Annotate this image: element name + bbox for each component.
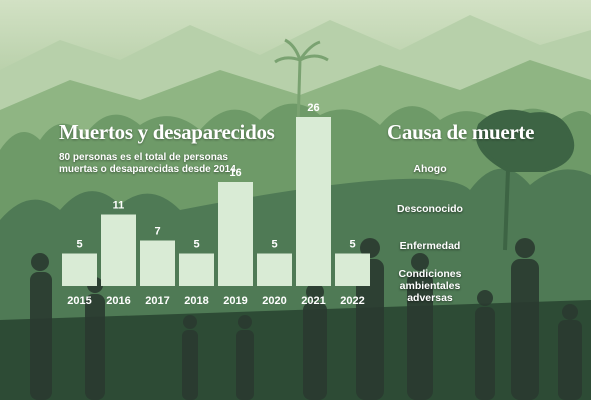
chart-title: Muertos y desaparecidos — [59, 120, 275, 144]
x-tick-2021: 2021 — [301, 295, 325, 307]
x-tick-2018: 2018 — [184, 295, 208, 307]
bar-2017 — [140, 240, 175, 286]
x-tick-2019: 2019 — [223, 295, 247, 307]
x-tick-2020: 2020 — [262, 295, 286, 307]
value-label-2021: 26 — [307, 102, 319, 114]
value-label-2022: 5 — [349, 239, 355, 251]
x-tick-2015: 2015 — [67, 295, 91, 307]
ground-band — [0, 300, 591, 400]
cause-condiciones-ambientales: Condiciones ambientales adversas — [398, 268, 462, 304]
bar-2019 — [218, 182, 253, 286]
x-tick-2017: 2017 — [145, 295, 169, 307]
value-label-2018: 5 — [193, 239, 199, 251]
causes-title: Causa de muerte — [387, 120, 535, 144]
cause-enfermedad: Enfermedad — [399, 240, 461, 252]
bar-2018 — [179, 253, 214, 286]
bar-2015 — [62, 253, 97, 286]
value-label-2016: 11 — [113, 200, 125, 212]
cause-ahogo: Ahogo — [413, 163, 447, 175]
cause-desconocido: Desconocido — [397, 203, 463, 215]
bar-2020 — [257, 253, 292, 286]
bar-2022 — [335, 253, 370, 286]
value-label-2019: 16 — [229, 167, 241, 179]
value-label-2015: 5 — [76, 239, 82, 251]
palm-tree — [274, 38, 329, 161]
value-label-2020: 5 — [271, 239, 277, 251]
bar-2021 — [296, 117, 331, 286]
x-tick-2022: 2022 — [340, 295, 364, 307]
right-tree — [475, 109, 575, 251]
bar-2016 — [101, 214, 136, 286]
people-silhouettes — [30, 238, 582, 400]
x-tick-2016: 2016 — [106, 295, 130, 307]
chart-subtitle: 80 personas es el total de personas muer… — [59, 152, 239, 175]
value-label-2017: 7 — [154, 226, 160, 238]
